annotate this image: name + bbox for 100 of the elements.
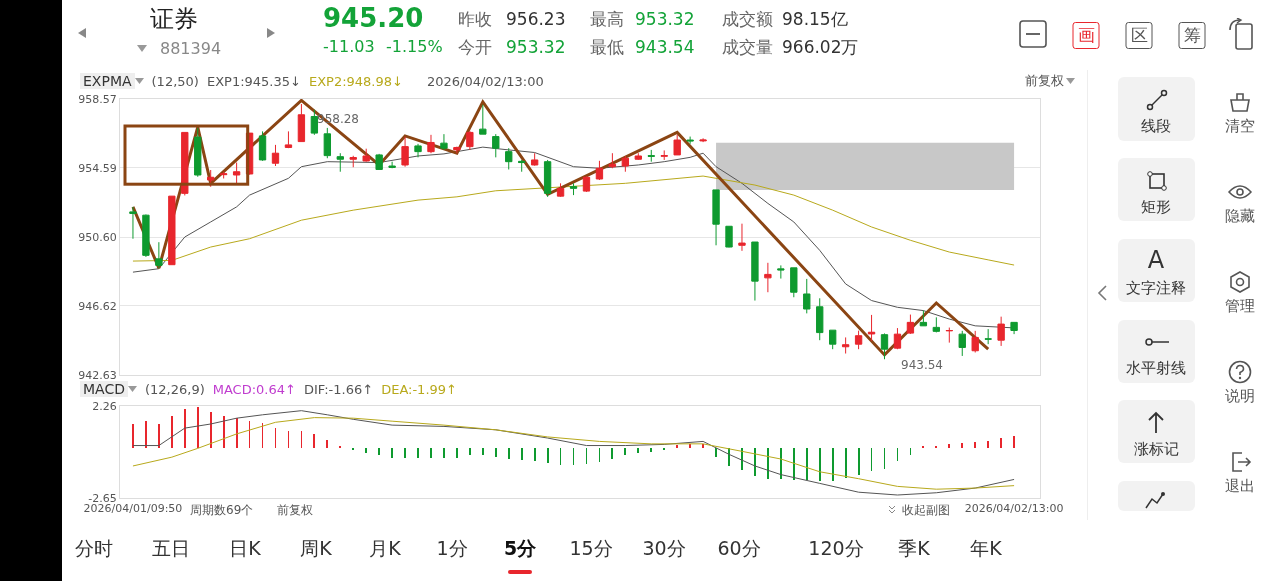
text: 涨标记 bbox=[1133, 440, 1179, 458]
text: 年K bbox=[970, 537, 1002, 559]
text: 953.32 bbox=[635, 9, 695, 29]
candlestick bbox=[375, 153, 383, 170]
line-series bbox=[132, 410, 1015, 496]
candlestick bbox=[168, 195, 176, 266]
candlestick bbox=[958, 330, 966, 357]
candlestick bbox=[362, 148, 370, 163]
text: 水平射线 bbox=[1126, 359, 1186, 377]
text: 文字注释 bbox=[1126, 279, 1186, 297]
candlestick bbox=[880, 332, 889, 360]
candlestick bbox=[194, 127, 202, 178]
candlestick bbox=[129, 206, 137, 240]
candlestick bbox=[893, 327, 902, 350]
text: 953.32 bbox=[506, 37, 566, 57]
candlestick bbox=[699, 137, 707, 143]
candlestick bbox=[388, 161, 396, 169]
text: 收起副图 bbox=[902, 501, 950, 519]
text: 5分 bbox=[503, 537, 537, 559]
candlestick bbox=[777, 264, 785, 280]
candlestick bbox=[582, 175, 591, 193]
candlestick bbox=[569, 182, 578, 196]
candlestick bbox=[271, 144, 280, 167]
candlestick bbox=[155, 241, 163, 269]
candlestick bbox=[401, 136, 409, 168]
candlestick bbox=[621, 155, 630, 173]
candlestick bbox=[932, 316, 941, 333]
y-tick-label: 2.26 bbox=[92, 399, 117, 413]
text: 区 bbox=[1125, 22, 1153, 49]
candlestick bbox=[673, 134, 681, 156]
candlestick bbox=[479, 104, 487, 135]
text: 日K bbox=[229, 537, 261, 559]
text: 周K bbox=[300, 537, 332, 559]
series-label: MACD:0.64↑ bbox=[212, 381, 296, 397]
candlestick bbox=[414, 143, 422, 158]
candlestick bbox=[142, 213, 150, 258]
text: 昨收 bbox=[458, 9, 492, 29]
candlestick bbox=[232, 162, 241, 184]
text: EXP1:945.35↓ bbox=[206, 73, 301, 89]
candlestick bbox=[764, 262, 772, 293]
candlestick bbox=[608, 152, 617, 169]
candlestick bbox=[530, 152, 539, 167]
candlestick bbox=[997, 316, 1005, 347]
text: 线段 bbox=[1141, 117, 1171, 135]
text: 956.23 bbox=[506, 9, 566, 29]
text: 筹 bbox=[1178, 22, 1206, 49]
candlestick bbox=[725, 225, 733, 248]
text: 前复权 bbox=[277, 501, 314, 519]
x-tick-label: 2026/04/01/09:50 bbox=[83, 502, 183, 516]
y-tick-label: 950.60 bbox=[78, 230, 117, 244]
candlestick bbox=[854, 330, 863, 350]
candlestick bbox=[518, 159, 526, 173]
y-tick-label: 942.63 bbox=[78, 368, 117, 382]
candlestick bbox=[595, 160, 604, 181]
text: 120分 bbox=[808, 537, 864, 559]
candlestick bbox=[440, 133, 448, 151]
text: 今开 bbox=[458, 37, 492, 57]
text: 隐藏 bbox=[1225, 207, 1255, 225]
text: 清空 bbox=[1225, 117, 1255, 135]
y-tick-label: 946.62 bbox=[78, 299, 117, 313]
text: 最低 bbox=[590, 37, 624, 57]
candlestick bbox=[1010, 321, 1018, 335]
text: 前复权 bbox=[1025, 72, 1064, 90]
candlestick bbox=[686, 136, 694, 145]
candlestick bbox=[466, 130, 474, 151]
candlestick bbox=[829, 329, 837, 350]
annotation: 943.54 bbox=[901, 358, 943, 372]
candlestick bbox=[181, 131, 189, 196]
text: 季K bbox=[898, 537, 930, 559]
candlestick bbox=[906, 314, 915, 335]
candlestick bbox=[427, 134, 435, 154]
text: 881394 bbox=[160, 39, 222, 58]
candlestick bbox=[556, 182, 565, 198]
y-tick-label: 958.57 bbox=[78, 92, 117, 106]
candlestick bbox=[219, 171, 228, 179]
candlestick bbox=[867, 314, 876, 342]
text: 矩形 bbox=[1141, 198, 1171, 216]
chart-subtitle: (12,50) bbox=[151, 73, 199, 89]
chart-subtitle: (12,26,9) bbox=[144, 381, 205, 397]
candlestick bbox=[284, 130, 293, 148]
text: 2026/04/02/13:00 bbox=[426, 73, 544, 89]
candlestick bbox=[492, 133, 500, 158]
candlestick bbox=[207, 169, 215, 188]
text: EXP2:948.98↓ bbox=[308, 73, 403, 89]
line-series bbox=[132, 175, 1015, 266]
candlestick bbox=[336, 152, 344, 173]
text: 分时 bbox=[75, 537, 113, 559]
text: 1分 bbox=[436, 537, 468, 559]
candlestick bbox=[453, 146, 461, 154]
chart-title: EXPMA bbox=[80, 73, 135, 89]
candlestick bbox=[258, 130, 267, 162]
text: 966.02万 bbox=[782, 37, 859, 57]
text: -1.15% bbox=[386, 37, 443, 56]
text: 证券 bbox=[150, 5, 198, 33]
text: 五日 bbox=[152, 537, 190, 559]
candlestick bbox=[712, 189, 720, 246]
candlestick bbox=[634, 152, 642, 161]
candlestick bbox=[751, 241, 759, 302]
candlestick bbox=[816, 297, 824, 341]
candlestick bbox=[841, 336, 850, 355]
